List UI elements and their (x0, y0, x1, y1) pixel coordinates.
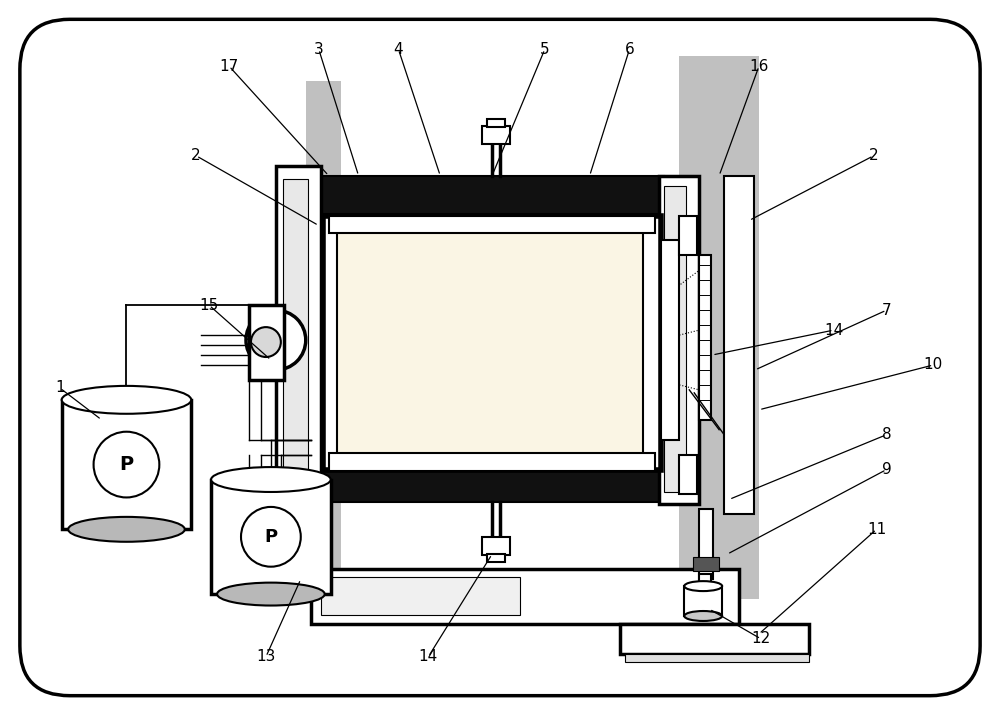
Text: 3: 3 (314, 41, 324, 56)
Bar (724, 176, 754, 514)
Bar (321, 577, 520, 615)
Text: 10: 10 (924, 358, 943, 373)
Bar (482, 126, 510, 144)
Text: 11: 11 (867, 522, 886, 537)
Ellipse shape (62, 386, 191, 414)
Text: 17: 17 (219, 59, 239, 74)
Bar (249, 305, 284, 380)
Bar (276, 166, 321, 519)
Text: 8: 8 (882, 427, 891, 442)
Bar (699, 574, 711, 586)
Bar (311, 569, 739, 624)
Text: 5: 5 (540, 41, 550, 56)
Bar (329, 453, 655, 470)
Text: 16: 16 (749, 59, 769, 74)
Circle shape (241, 507, 301, 567)
Bar (311, 465, 664, 503)
Text: 9: 9 (882, 462, 891, 477)
Text: 6: 6 (625, 41, 634, 56)
Ellipse shape (217, 583, 325, 606)
Text: 13: 13 (256, 649, 276, 664)
Bar (323, 215, 661, 470)
Bar (329, 215, 655, 234)
Bar (482, 537, 510, 556)
Text: 4: 4 (394, 41, 403, 56)
Bar (62, 400, 191, 529)
Ellipse shape (684, 611, 722, 621)
Bar (337, 229, 643, 455)
Text: P: P (119, 455, 134, 474)
Bar (625, 654, 809, 662)
Bar (693, 557, 719, 571)
Text: 12: 12 (751, 631, 771, 646)
Text: 2: 2 (869, 148, 878, 163)
Circle shape (251, 327, 281, 357)
Text: 14: 14 (419, 649, 438, 664)
Bar (664, 186, 686, 493)
Bar (283, 179, 308, 506)
Circle shape (246, 310, 306, 370)
Bar (684, 586, 722, 616)
Text: 2: 2 (191, 148, 201, 163)
Bar (661, 240, 679, 440)
Bar (659, 176, 699, 504)
Ellipse shape (68, 517, 185, 542)
Bar (306, 81, 341, 569)
Bar (311, 176, 664, 214)
Bar (699, 255, 711, 420)
Ellipse shape (684, 581, 722, 591)
Text: P: P (264, 528, 277, 546)
FancyBboxPatch shape (20, 19, 980, 696)
Bar (620, 624, 809, 654)
Bar (679, 215, 697, 255)
Text: 14: 14 (824, 322, 843, 337)
Ellipse shape (211, 467, 331, 492)
Text: 1: 1 (55, 380, 65, 395)
Bar (679, 56, 759, 599)
Text: 15: 15 (200, 297, 219, 312)
Bar (487, 554, 505, 562)
Bar (679, 455, 697, 495)
Bar (487, 119, 505, 127)
Text: 7: 7 (882, 302, 891, 317)
Bar (211, 480, 331, 594)
Circle shape (94, 432, 159, 498)
Bar (699, 509, 713, 579)
